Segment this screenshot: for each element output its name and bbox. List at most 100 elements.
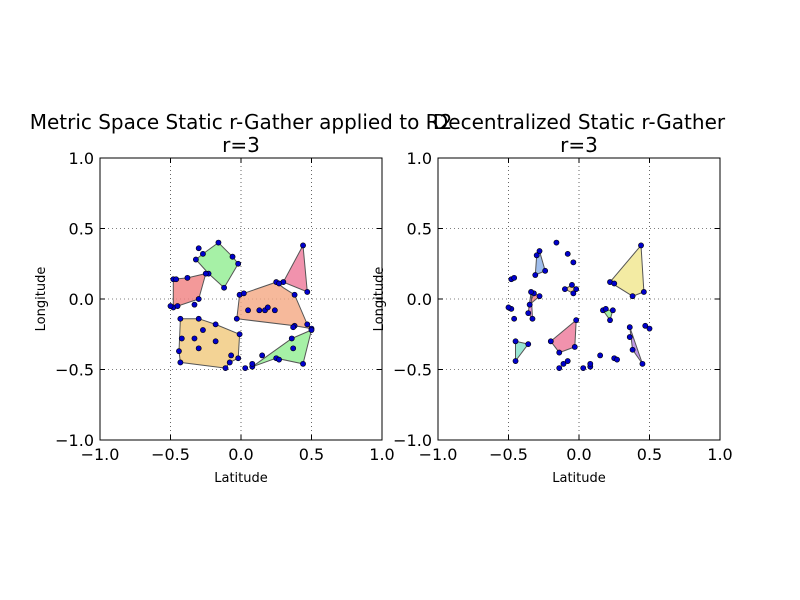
data-point [195,245,202,252]
data-point [212,321,219,328]
data-point [300,242,306,249]
data-point [264,304,271,311]
data-point [564,250,571,257]
data-point [511,315,518,322]
x-tick-label: −0.5 [151,445,190,464]
chart-panel-2: −1.0−1.0 −0.5 −0.5 0.0 0.0 0.5 0.5 1.0 1.0 Latitu… [372,110,733,486]
data-point [167,303,174,309]
data-point [291,291,298,298]
data-point [276,356,282,363]
data-point [642,322,649,329]
data-point [525,310,532,316]
data-point [602,305,609,312]
cluster-polygon-2 [609,244,645,297]
chart-title: Decentralized Static r-Gather [433,110,726,134]
data-point [226,359,233,366]
y-tick-label: −1.0 [393,431,432,450]
y-tick-label: −0.5 [55,361,94,380]
y-tick-label: 0.0 [69,290,94,309]
x-tick-label: 0.5 [299,445,324,464]
data-point [511,274,518,281]
y-tick-label: −1.0 [55,431,94,450]
data-point [533,252,540,259]
data-point [587,360,594,367]
y-tick-label: −0.5 [393,361,432,380]
data-point [512,358,519,364]
data-point [271,307,278,314]
data-point [200,327,206,333]
cluster-polygon-1 [195,241,239,289]
data-point [235,355,242,362]
data-point [177,315,184,322]
data-point [256,307,263,314]
data-point [249,360,256,367]
data-point [529,315,536,322]
data-point [607,317,613,324]
data-point [195,345,202,352]
x-tick-label: 0.5 [637,445,662,464]
data-point [228,352,235,359]
data-point [288,335,295,342]
data-point [195,315,202,322]
y-tick-label: 0.0 [407,290,432,309]
data-point [560,360,567,367]
data-point [532,272,539,278]
x-tick-label: −1.0 [419,445,458,464]
data-point [290,345,297,352]
data-point [229,253,236,260]
data-point [536,293,543,300]
data-point [233,315,240,322]
data-point [525,341,532,348]
data-point [526,301,533,308]
chart-subtitle: r=3 [560,133,598,157]
x-tick-label: 1.0 [707,445,732,464]
x-axis-label: Latitude [552,471,606,486]
data-point [240,290,247,297]
data-point [259,352,266,359]
data-point [640,289,647,295]
data-point [597,352,604,359]
data-point [192,256,199,263]
data-point [235,260,242,267]
data-point [290,324,297,331]
data-point [245,307,251,314]
cluster-polygon-2 [282,243,308,293]
data-point [569,281,575,288]
data-point [556,349,563,356]
y-axis-label: Longitude [372,267,387,332]
data-point [626,324,633,331]
cluster-polygon-5 [178,318,241,369]
data-point [236,331,243,338]
data-point [573,286,580,293]
y-tick-label: 0.5 [407,220,432,239]
y-tick-label: 0.5 [69,220,94,239]
y-axis-label: Longitude [34,267,49,332]
x-tick-label: −0.5 [489,445,528,464]
data-point [542,267,549,274]
data-point [221,284,227,291]
data-point [556,365,563,371]
x-tick-label: 0.0 [228,445,253,464]
data-point [174,303,181,309]
x-axis-label: Latitude [214,471,268,486]
x-tick-label: −1.0 [81,445,120,464]
data-point [304,321,311,328]
data-point [512,338,519,345]
cluster-polygon-6 [252,329,313,368]
y-tick-label: 1.0 [69,149,94,168]
data-point [562,286,568,293]
data-point [202,270,209,277]
data-point [639,360,646,367]
data-point [212,338,219,345]
data-point [177,359,184,366]
x-tick-label: 0.0 [566,445,591,464]
data-point [176,348,182,355]
data-point [573,317,580,324]
data-point [528,289,534,295]
chart-panel-1: −1.0−1.0−0.5−0.50.00.00.50.51.01.0Latitu… [30,110,453,486]
cluster-polygon-8 [515,340,530,363]
chart-subtitle: r=3 [222,133,260,157]
data-point [276,280,282,287]
data-point [646,325,653,332]
